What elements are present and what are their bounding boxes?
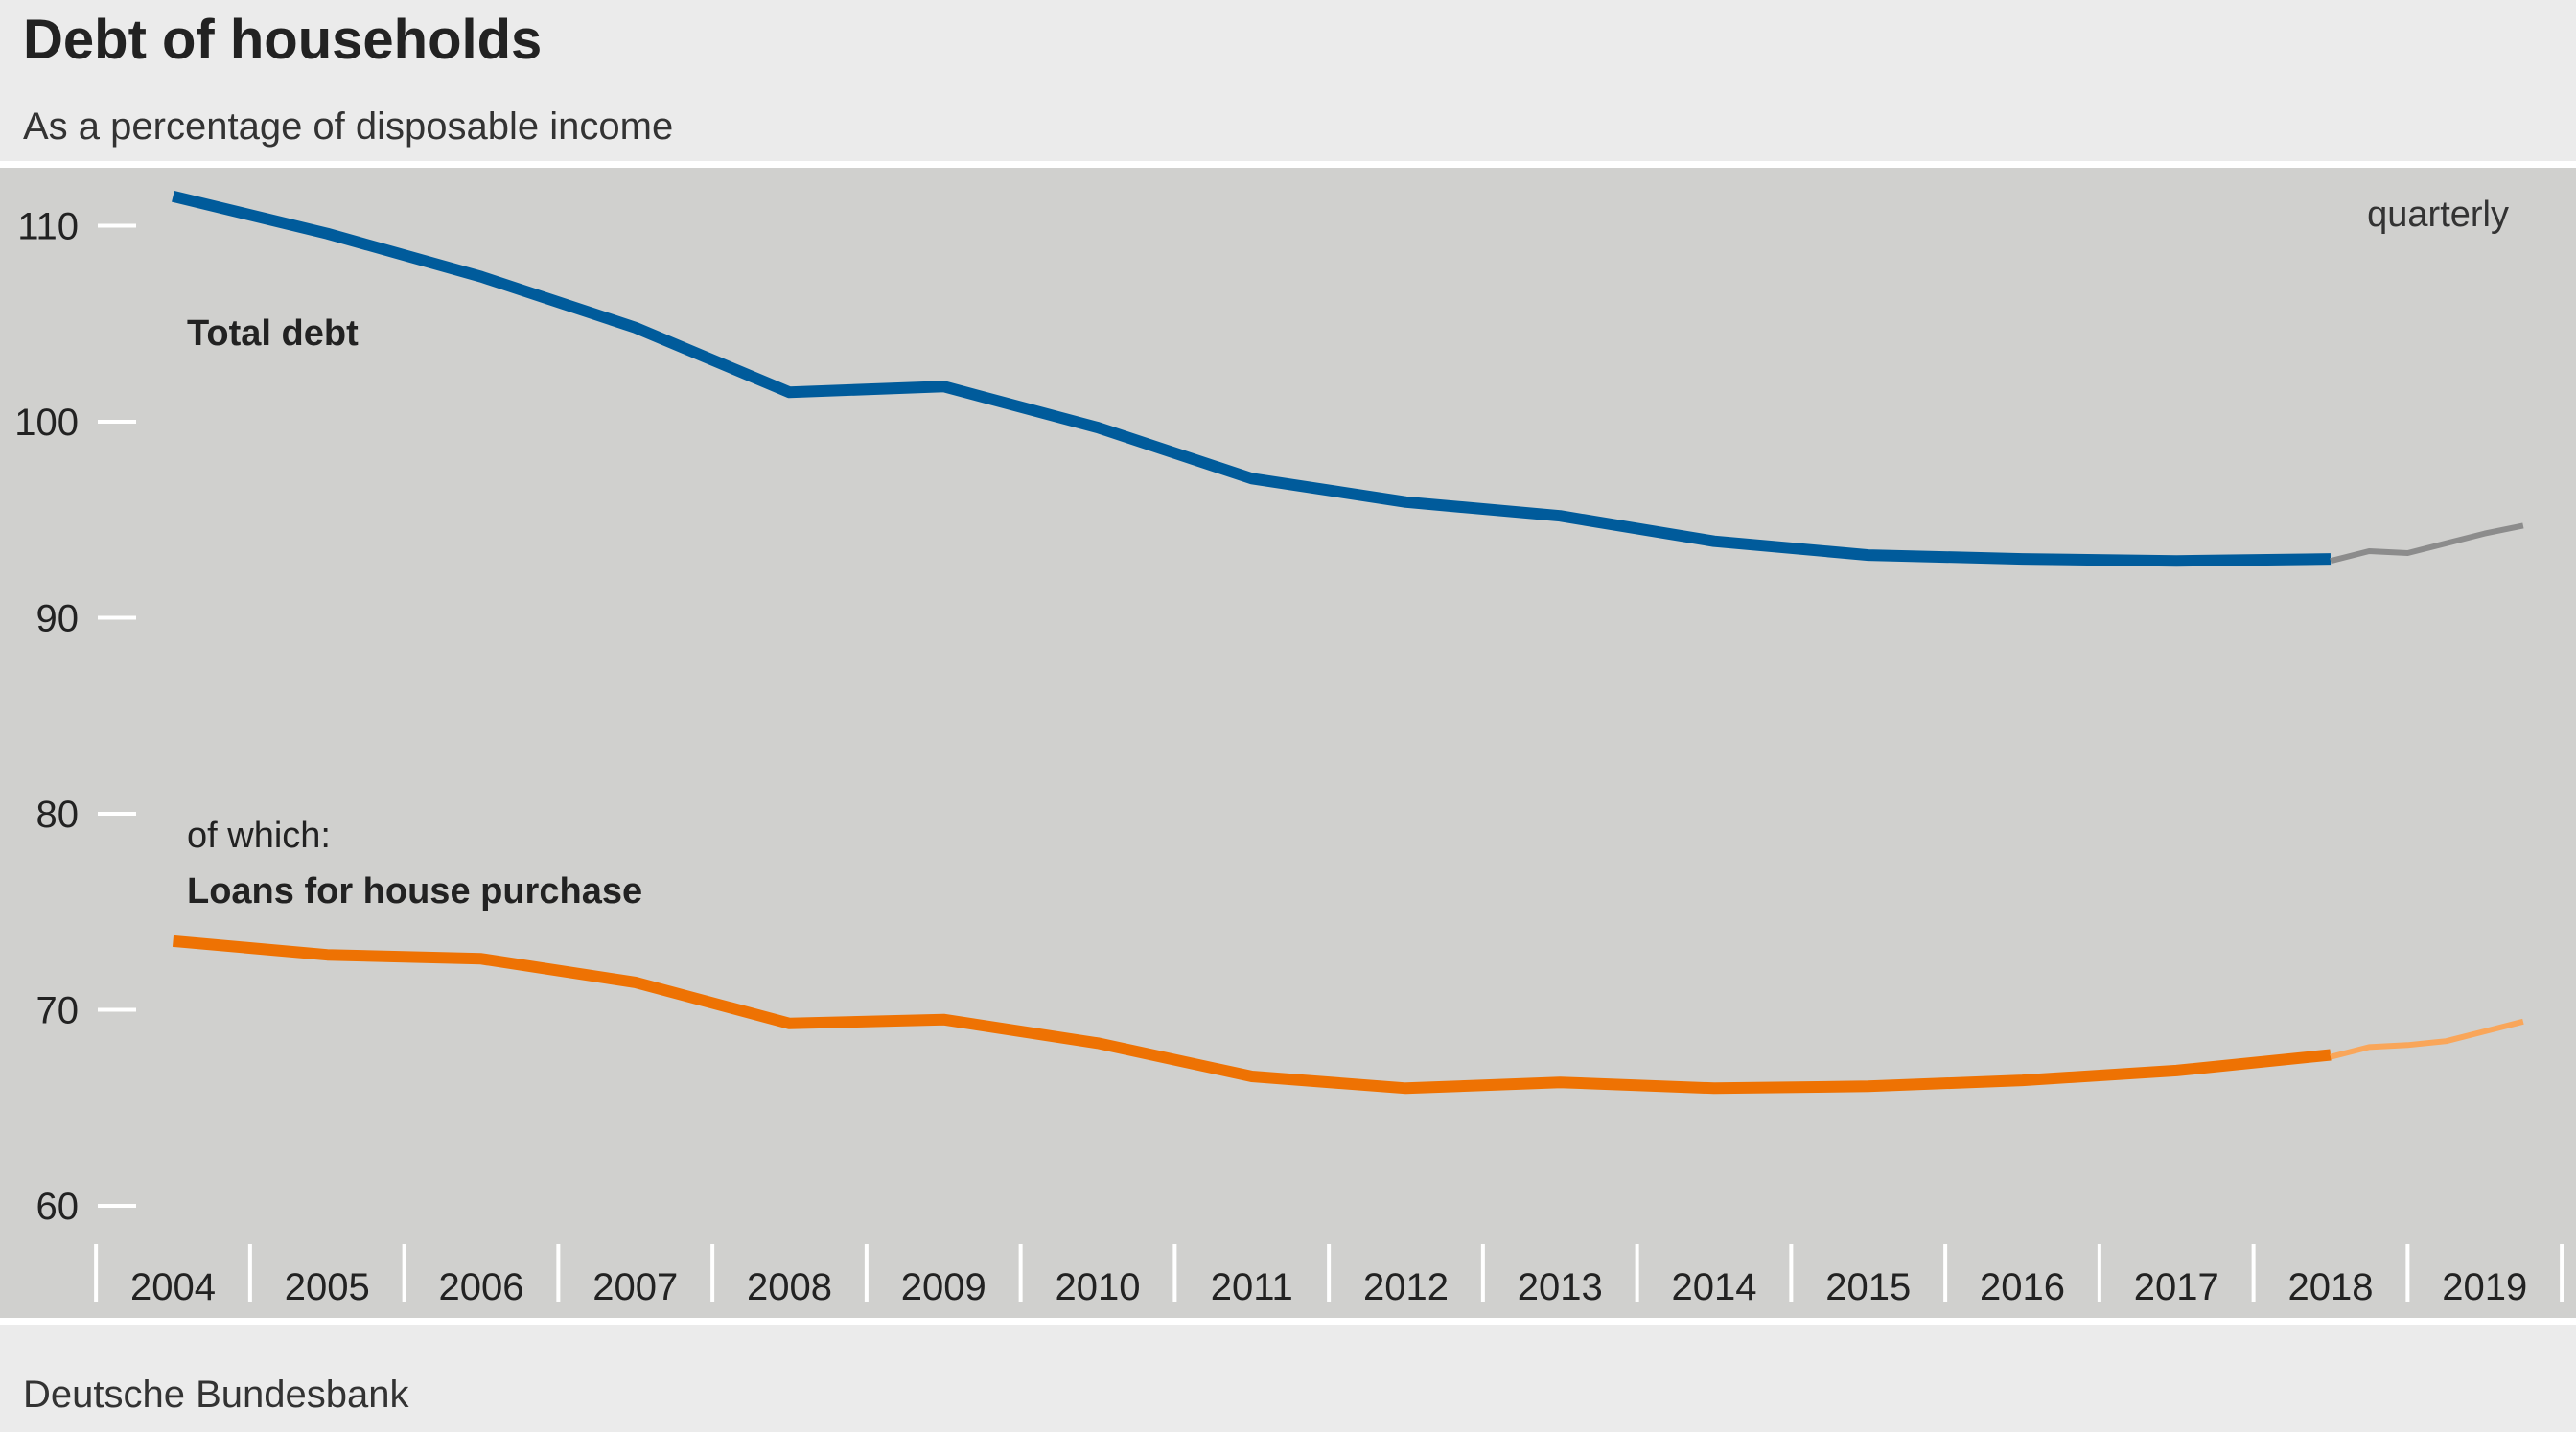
x-tick-label: 2017 [2134,1266,2219,1308]
series-label-house-purchase-loans: Loans for house purchase [187,871,642,912]
chart-subtitle: As a percentage of disposable income [23,105,674,148]
x-tick-label: 2006 [439,1266,524,1308]
x-tick-label: 2004 [130,1266,216,1308]
y-tick-label: 70 [36,990,80,1032]
x-tick-label: 2014 [1672,1266,1757,1308]
plot-background [0,168,2576,1318]
series-line-total-annual [172,190,2332,567]
x-tick-label: 2013 [1518,1266,1603,1308]
y-axis: 60 70 80 90 100 110 [14,206,136,1228]
x-tick-label: 2016 [1980,1266,2065,1308]
y-tick-label: 110 [17,206,79,248]
x-tick-label: 2010 [1056,1266,1141,1308]
chart-title: Debt of households [23,9,543,71]
x-axis: 2004 2005 2006 2007 2008 2009 2010 2011 2012 2013… [94,1244,2564,1308]
x-tick-label: 2015 [1825,1266,1911,1308]
frequency-note: quarterly [2367,195,2509,235]
y-tick-label: 90 [36,598,80,640]
y-tick-label: 100 [14,402,79,444]
x-tick-label: 2011 [1211,1266,1293,1308]
top-divider [0,161,2576,168]
series-label-of-which: of which: [187,816,331,856]
x-tick-label: 2008 [747,1266,832,1308]
series-layer [172,190,2524,1095]
x-tick-label: 2007 [592,1266,678,1308]
series-line-housing-annual [172,935,2332,1095]
x-tick-label: 2018 [2288,1266,2374,1308]
x-tick-label: 2019 [2442,1266,2527,1308]
y-tick-label: 60 [36,1186,80,1228]
y-tick-label: 80 [36,794,80,836]
x-tick-label: 2012 [1363,1266,1449,1308]
bottom-divider [0,1318,2576,1325]
header: Debt of households As a percentage of di… [0,0,2576,163]
x-tick-label: 2009 [901,1266,986,1308]
series-label-total-debt: Total debt [187,313,359,354]
source-note: Deutsche Bundesbank [23,1374,409,1416]
series-line-total-quarterly [2330,522,2524,565]
series-line-housing-quarterly [2330,1018,2524,1060]
x-tick-label: 2005 [285,1266,370,1308]
